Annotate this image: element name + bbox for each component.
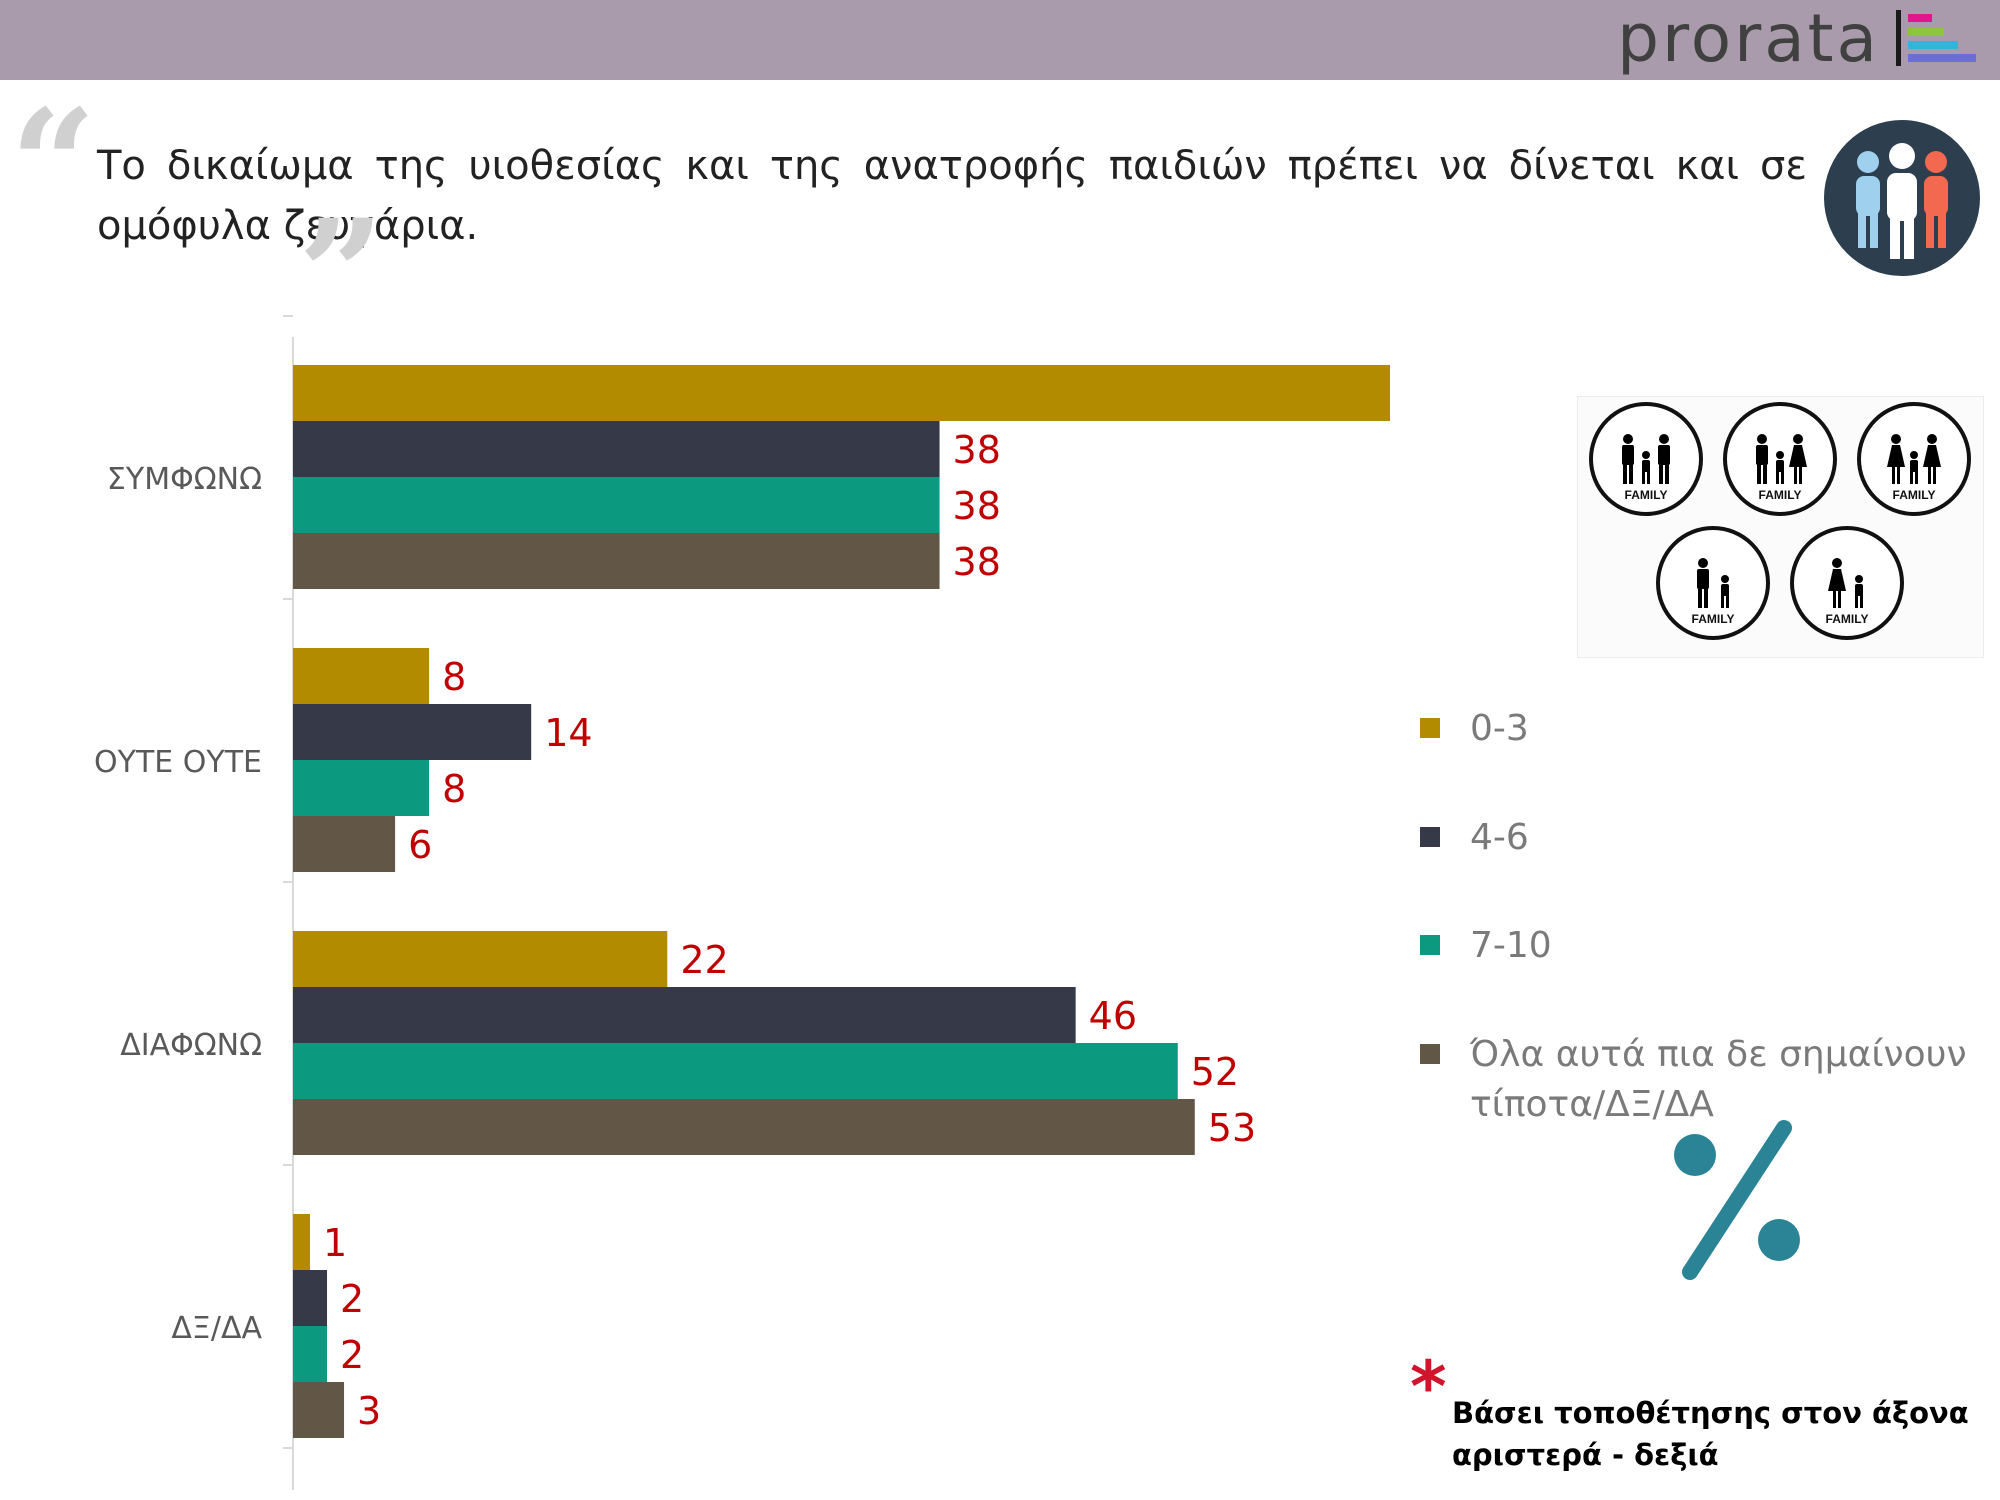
legend-label: 4-6: [1470, 817, 1529, 858]
bar: [293, 987, 1076, 1043]
category-label: ΔΞ/ΔΑ: [171, 1311, 262, 1346]
bar: [293, 533, 940, 589]
data-label: 22: [680, 938, 728, 982]
data-label: 6: [408, 823, 432, 867]
data-label: 38: [953, 428, 1001, 472]
bar-chart: ΣΥΜΦΩΝΩ69383838ΟΥΤΕ ΟΥΤΕ81486ΔΙΑΦΩΝΩ2246…: [94, 315, 1390, 1490]
bar: [293, 1099, 1195, 1155]
data-label: 8: [442, 655, 466, 699]
family-label: FAMILY: [1625, 488, 1668, 502]
family-single-father-icon: FAMILY: [1656, 526, 1770, 640]
footnote-text: Βάσει τοποθέτησης στον άξονα αριστερά - …: [1452, 1396, 1969, 1472]
legend-swatch: [1420, 935, 1440, 955]
bar: [293, 365, 1390, 421]
data-label: 52: [1191, 1050, 1239, 1094]
data-label: 2: [340, 1277, 364, 1321]
bar: [293, 760, 430, 816]
category-label: ΣΥΜΦΩΝΩ: [107, 462, 262, 497]
legend-label: 7-10: [1470, 925, 1552, 966]
top-bar: prorata: [0, 0, 2000, 80]
family-label: FAMILY: [1826, 612, 1869, 626]
bar: [293, 421, 940, 477]
percent-icon: [1674, 1120, 1800, 1280]
data-label: 14: [544, 711, 592, 755]
category-label: ΔΙΑΦΩΝΩ: [120, 1028, 262, 1063]
family-types-panel: FAMILY FAMILY FAMILY FAMILY FAMILY: [1577, 396, 1984, 658]
data-label: 2: [340, 1333, 364, 1377]
family-single-mother-icon: FAMILY: [1790, 526, 1904, 640]
legend-swatch: [1420, 1044, 1440, 1064]
bar: [293, 1214, 311, 1270]
group-of-people-icon: [1824, 120, 1980, 276]
legend-swatch: [1420, 827, 1440, 847]
data-label: 38: [953, 540, 1001, 584]
bar: [293, 1043, 1178, 1099]
bar: [293, 816, 396, 872]
category-label: ΟΥΤΕ ΟΥΤΕ: [94, 745, 262, 780]
bar: [293, 1382, 345, 1438]
data-label: 53: [1208, 1106, 1256, 1150]
data-label: 1: [323, 1221, 347, 1265]
family-label: FAMILY: [1759, 488, 1802, 502]
close-quote-mark: ”: [298, 187, 385, 363]
open-quote-mark: “: [10, 77, 97, 253]
survey-question: Το δικαίωμα της υιοθεσίας και της ανατρο…: [97, 143, 1807, 249]
legend-label: 0-3: [1470, 708, 1529, 749]
bar: [293, 704, 532, 760]
bar: [293, 477, 940, 533]
data-label: 38: [953, 484, 1001, 528]
asterisk-icon: *: [1410, 1346, 1447, 1428]
data-label: 3: [357, 1389, 381, 1433]
family-types-illustration: FAMILY FAMILY FAMILY FAMILY FAMILY: [1589, 402, 1971, 640]
logo-bars-icon: [1896, 10, 1976, 66]
legend-swatch: [1420, 718, 1440, 738]
family-two-women-icon: FAMILY: [1857, 402, 1971, 516]
family-label: FAMILY: [1692, 612, 1735, 626]
bar: [293, 1270, 328, 1326]
bar: [293, 1326, 328, 1382]
family-label: FAMILY: [1893, 488, 1936, 502]
data-label: 46: [1089, 994, 1137, 1038]
prorata-logo: prorata: [1617, 0, 1880, 77]
family-two-men-icon: FAMILY: [1589, 402, 1703, 516]
bar: [293, 648, 430, 704]
family-man-woman-icon: FAMILY: [1723, 402, 1837, 516]
legend-label: Όλα αυτά πια δε σημαίνουν τίποτα/ΔΞ/ΔΑ: [1470, 1034, 1967, 1125]
data-label: 8: [442, 767, 466, 811]
bar: [293, 931, 668, 987]
